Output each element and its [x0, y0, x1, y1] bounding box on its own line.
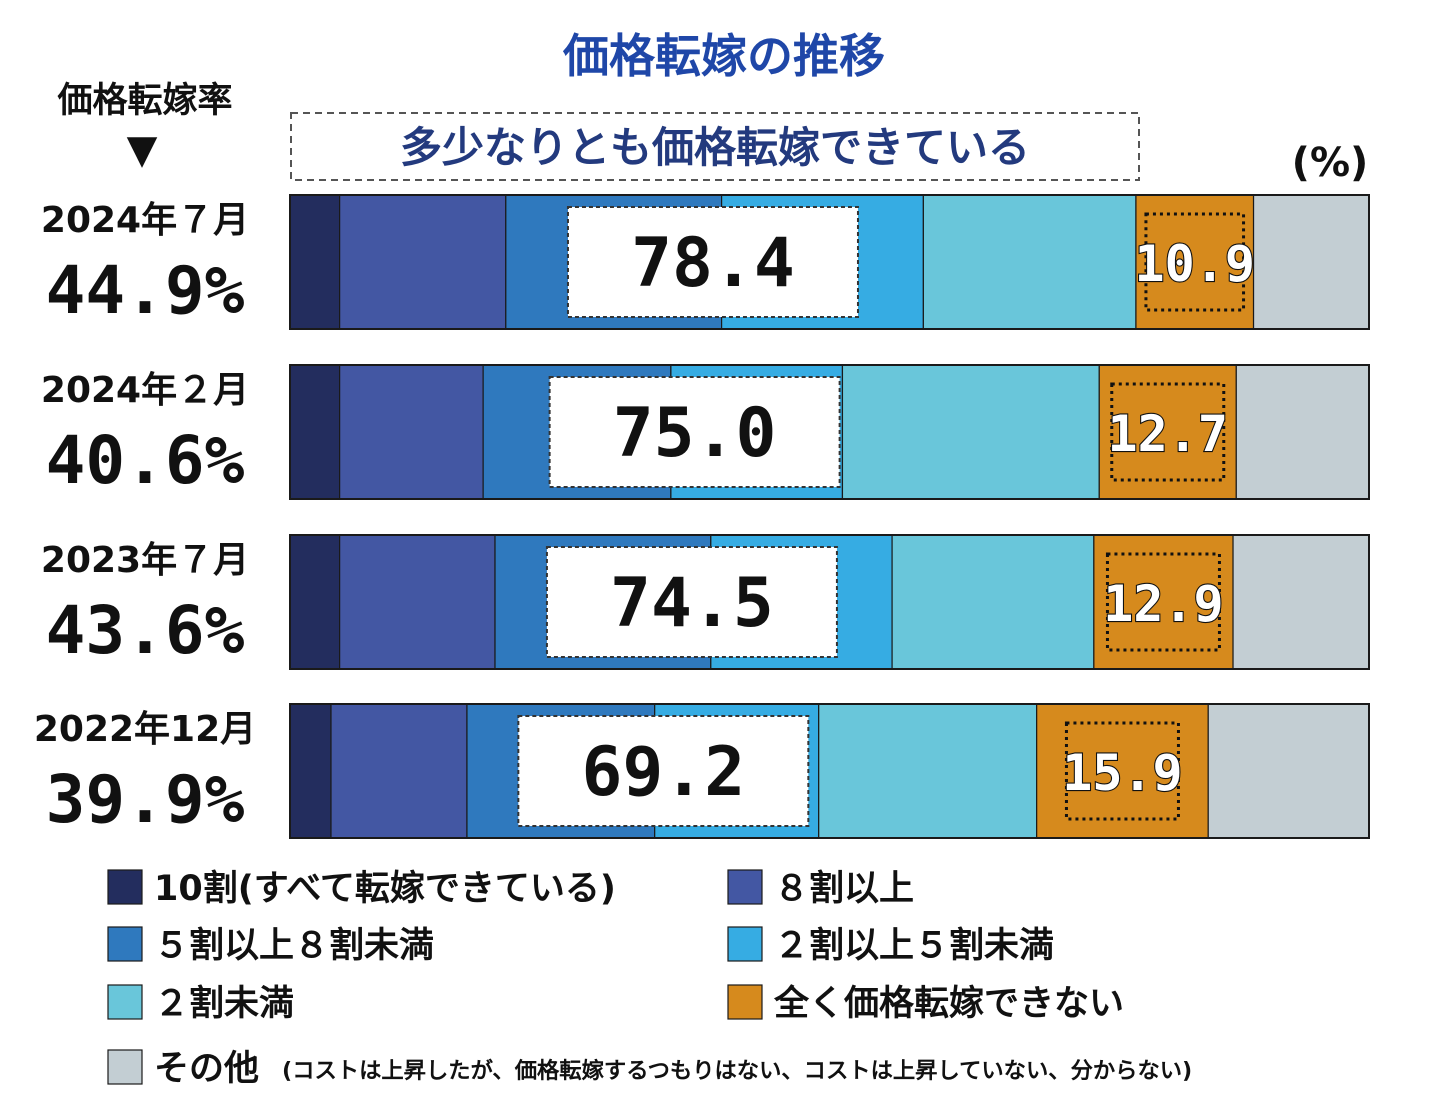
bar-segment: [1135, 194, 1255, 330]
legend-label: 10割(すべて転嫁できている): [154, 869, 616, 909]
bar-segment: [1252, 194, 1370, 330]
bar-segment: [1207, 703, 1370, 839]
legend-swatch: [727, 926, 763, 962]
rate-arrow-icon: ▼: [127, 127, 158, 173]
bar-segment: [1232, 534, 1370, 670]
chart-title: 価格転嫁の推移: [562, 29, 885, 83]
bar-segment: [1235, 364, 1370, 500]
bar-segment: [289, 534, 341, 670]
bar-segment: [891, 534, 1095, 670]
none-callout-box: [1105, 552, 1221, 652]
category-label: 2024年７月: [41, 200, 249, 241]
bar-outline: [289, 194, 1370, 330]
legend-label: 全く価格転嫁できない: [773, 983, 1124, 1024]
bar-segment: [339, 534, 496, 670]
unit-label: (%): [1292, 140, 1369, 186]
bar-segment: [1098, 364, 1237, 500]
legend-swatch: [107, 926, 143, 962]
legend-label: ５割以上８割未満: [154, 926, 434, 966]
total-callout-box: [517, 715, 810, 827]
bar-segment: [1093, 534, 1234, 670]
bar-outline: [289, 534, 1370, 670]
total-callout-box: [545, 546, 838, 658]
pass-through-rate: 43.6%: [46, 592, 245, 669]
bar-segment: [841, 364, 1100, 500]
legend-label: その他: [154, 1049, 259, 1089]
bar-segment: [922, 194, 1137, 330]
none-callout-box: [1064, 721, 1180, 821]
legend-swatch: [727, 984, 763, 1020]
banner-box: [290, 112, 1140, 181]
legend-other-note: (コストは上昇したが、価格転嫁するつもりはない、コストは上昇していない、分からな…: [282, 1057, 1192, 1084]
none-callout-box: [1110, 382, 1226, 482]
bar-segment: [339, 364, 484, 500]
legend-swatch: [107, 869, 143, 905]
bar-segment: [339, 194, 507, 330]
pass-through-rate: 44.9%: [46, 252, 245, 329]
bar-segment: [289, 703, 332, 839]
bar-segment: [289, 194, 341, 330]
category-label: 2022年12月: [34, 709, 256, 750]
banner-text: 多少なりとも価格転嫁できている: [400, 123, 1030, 172]
legend: 10割(すべて転嫁できている) ８割以上 ５割以上８割未満 ２割以上５割未満 ２割未満 全…: [107, 869, 1192, 1089]
total-callout-box: [548, 376, 841, 488]
legend-label: ２割以上５割未満: [774, 926, 1054, 966]
none-value-label: 15.9: [1062, 744, 1182, 802]
pass-through-rate: 39.9%: [46, 761, 245, 838]
total-value-label: 69.2: [581, 733, 745, 812]
bar-rows: 2024年７月 44.9% 78.4 10.9 2024年２月 40.6% 75.0 12.7…: [34, 194, 1370, 839]
bar-segment: [289, 364, 341, 500]
legend-label: ２割未満: [154, 984, 294, 1024]
total-value-label: 75.0: [613, 394, 777, 473]
pass-through-rate: 40.6%: [46, 422, 245, 499]
bar-outline: [289, 703, 1370, 839]
none-value-label: 12.7: [1108, 405, 1228, 463]
legend-swatch: [107, 984, 143, 1020]
total-value-label: 78.4: [631, 224, 795, 303]
category-label: 2024年２月: [41, 370, 249, 411]
none-value-label: 10.9: [1135, 235, 1255, 293]
legend-swatch: [107, 1049, 143, 1085]
total-callout-box: [566, 206, 859, 318]
category-label: 2023年７月: [41, 540, 249, 581]
bar-segment: [818, 703, 1038, 839]
bar-outline: [289, 364, 1370, 500]
total-value-label: 74.5: [610, 564, 774, 643]
none-value-label: 12.9: [1103, 575, 1223, 633]
legend-swatch: [727, 869, 763, 905]
legend-label: ８割以上: [774, 869, 914, 909]
bar-segment: [330, 703, 468, 839]
rate-header: 価格転嫁率: [56, 81, 232, 121]
